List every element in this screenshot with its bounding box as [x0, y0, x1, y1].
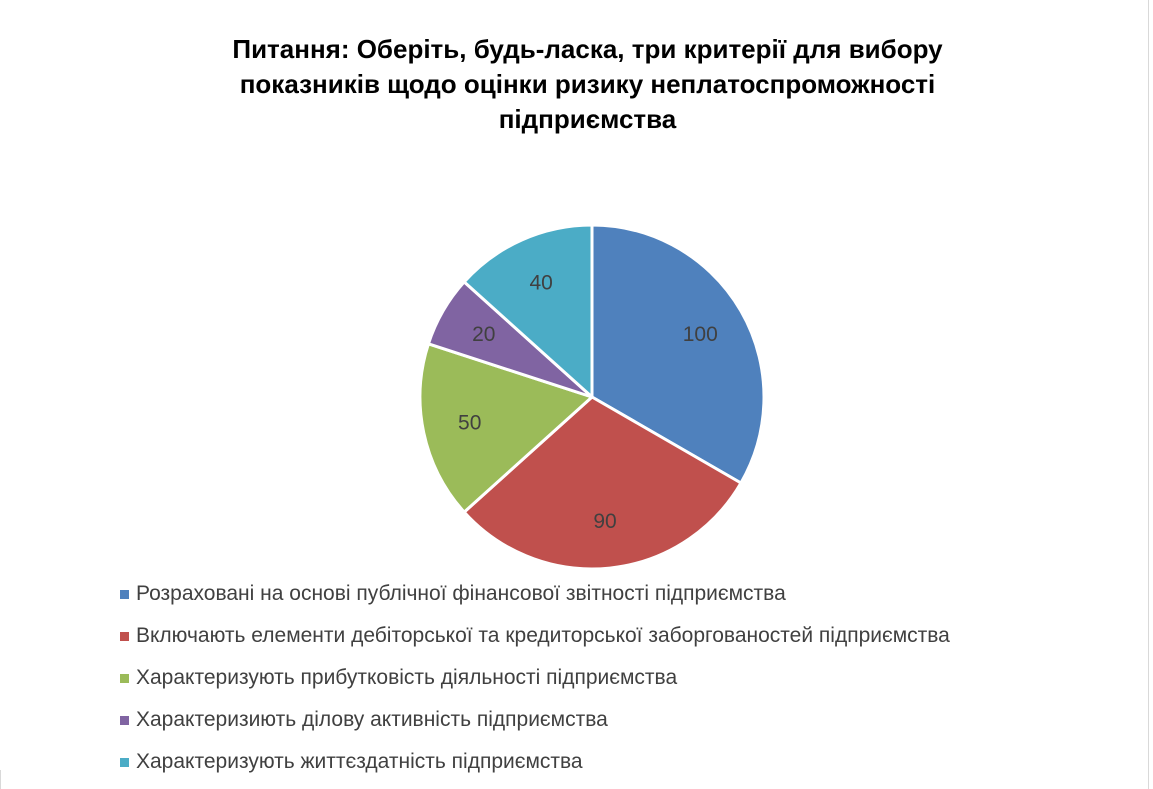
- chart-title-line-2: показників щодо оцінки ризику неплатоспр…: [239, 69, 936, 99]
- legend-label: Характеризують життєздатність підприємст…: [136, 750, 583, 773]
- pie-data-label: 90: [593, 510, 616, 533]
- legend-item: Включають елементи дебіторської та креди…: [120, 615, 1140, 657]
- legend-swatch: [120, 757, 129, 767]
- pie-slice: [462, 223, 594, 399]
- legend-swatch: [120, 673, 129, 683]
- legend-item: Характеризують життєздатність підприємст…: [120, 741, 1140, 783]
- legend-item: Характеризиють ділову активність підприє…: [120, 699, 1140, 741]
- legend-label: Характеризиють ділову активність підприє…: [136, 708, 608, 731]
- pie-slice: [590, 223, 766, 485]
- chart-title-line-1: Питання: Оберіть, будь-ласка, три критер…: [232, 34, 943, 64]
- legend-item: Розраховані на основі публічної фінансов…: [120, 573, 1140, 615]
- pie-data-label: 100: [683, 323, 718, 346]
- legend-swatch: [120, 589, 129, 599]
- legend-label: Включають елементи дебіторської та креди…: [136, 624, 950, 647]
- pie-slices: [418, 223, 766, 570]
- legend-label: Розраховані на основі публічної фінансов…: [136, 582, 786, 605]
- legend-swatch: [120, 631, 129, 641]
- pie-data-label: 40: [529, 271, 552, 294]
- chart-title-line-3: підприємства: [498, 104, 677, 134]
- frame-border: [1148, 0, 1149, 789]
- chart-legend: Розраховані на основі публічної фінансов…: [120, 573, 1140, 783]
- legend-label: Характеризують прибутковість діяльності …: [136, 666, 678, 689]
- chart-title: Питання: Оберіть, будь-ласка, три критер…: [120, 32, 1055, 137]
- pie-chart: 100 90 50 20 40: [418, 223, 766, 570]
- pie-data-labels: 100 90 50 20 40: [458, 271, 718, 533]
- legend-swatch: [120, 715, 129, 725]
- frame-border: [0, 770, 1, 789]
- legend-item: Характеризують прибутковість діяльності …: [120, 657, 1140, 699]
- pie-data-label: 50: [458, 411, 481, 434]
- pie-slice: [462, 395, 743, 570]
- pie-slice: [418, 342, 594, 514]
- pie-data-label: 20: [472, 323, 495, 346]
